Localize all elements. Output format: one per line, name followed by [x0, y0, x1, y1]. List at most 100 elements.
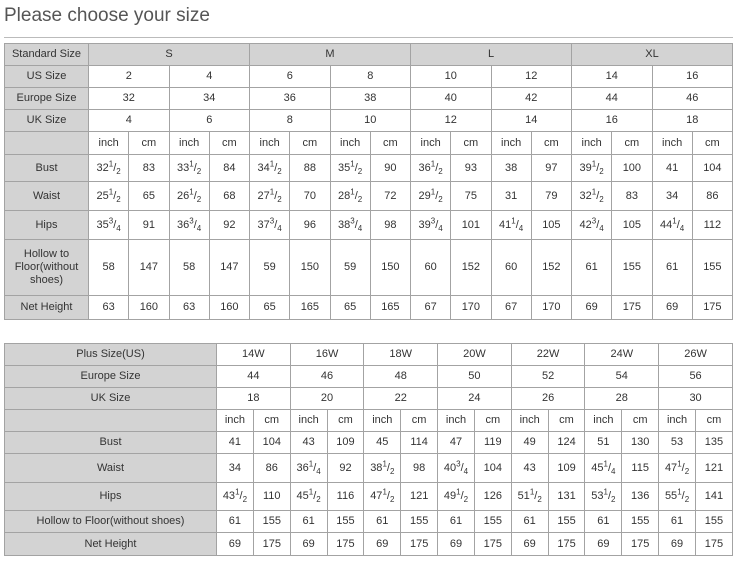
size-cell: 8 — [249, 109, 331, 132]
measurement-value: 175 — [691, 295, 734, 320]
measurement-value: 150 — [289, 239, 331, 296]
measurement-value: 92 — [326, 453, 365, 483]
size-cell: 4 — [88, 109, 170, 132]
measurement-value: 58 — [168, 239, 210, 296]
measurement-value: 63 — [87, 295, 130, 320]
table-row: UK Size 18 20 22 24 26 28 30 — [4, 387, 733, 410]
unit-header: cm — [450, 131, 492, 155]
measurement-value: 105 — [530, 210, 573, 240]
measurement-value: 60 — [409, 239, 452, 296]
measurement-value: 147 — [128, 239, 170, 296]
measurement-value: 104 — [473, 453, 512, 483]
measurement-value: 61 — [510, 510, 549, 533]
measurement-value: 34 — [651, 181, 693, 211]
measurement-value: 124 — [547, 431, 586, 454]
measurement-value: 175 — [326, 532, 365, 556]
measurement-value: 69 — [651, 295, 693, 320]
size-cell: 36 — [249, 87, 331, 110]
unit-header: inch — [363, 409, 402, 432]
measurement-value: 59 — [329, 239, 371, 296]
measurement-value: 393/4 — [409, 210, 452, 240]
measurement-value: 130 — [621, 431, 660, 454]
measurement-value: 155 — [252, 510, 291, 533]
measurement-value: 69 — [216, 532, 254, 556]
standard-size-table: Standard Size S M L XL US Size 2 4 6 8 10 12 14 16 Eur… — [4, 43, 734, 320]
unit-header: cm — [547, 409, 586, 432]
measurement-label: Waist — [4, 453, 217, 483]
measurement-value: 41 — [651, 154, 693, 182]
measurement-value: 68 — [208, 181, 251, 211]
table-row: Hollow to Floor(without shoes) 58 147 58 147… — [4, 239, 734, 296]
measurement-label: Bust — [4, 154, 89, 182]
table-row: Standard Size S M L XL — [4, 43, 733, 66]
measurement-value: 403/4 — [437, 453, 475, 483]
measurement-value: 91 — [128, 210, 170, 240]
unit-header: inch — [570, 131, 613, 155]
measurement-value: 96 — [289, 210, 331, 240]
measurement-value: 155 — [547, 510, 586, 533]
measurement-value: 261/2 — [168, 181, 210, 211]
measurement-value: 381/2 — [363, 453, 402, 483]
measurement-value: 491/2 — [437, 482, 475, 511]
unit-header: cm — [621, 409, 660, 432]
table-row: Europe Size 44 46 48 50 52 54 56 — [4, 365, 733, 388]
measurement-value: 321/2 — [87, 154, 130, 182]
measurement-value: 84 — [208, 154, 251, 182]
size-cell: 22W — [510, 343, 586, 366]
measurement-value: 451/4 — [584, 453, 623, 483]
measurement-value: 321/2 — [570, 181, 613, 211]
measurement-value: 53 — [658, 431, 696, 454]
size-cell: 6 — [168, 109, 250, 132]
measurement-value: 69 — [289, 532, 328, 556]
size-cell: 18 — [651, 109, 733, 132]
measurement-value: 61 — [216, 510, 254, 533]
measurement-value: 98 — [400, 453, 439, 483]
measurement-value: 70 — [289, 181, 331, 211]
measurement-value: 160 — [208, 295, 251, 320]
unit-header: inch — [329, 131, 371, 155]
measurement-value: 67 — [409, 295, 452, 320]
measurement-value: 331/2 — [168, 154, 210, 182]
measurement-label: Bust — [4, 431, 217, 454]
unit-header: inch — [658, 409, 696, 432]
size-cell: 4 — [168, 65, 250, 88]
measurement-value: 353/4 — [87, 210, 130, 240]
measurement-value: 83 — [611, 181, 653, 211]
size-cell: 50 — [437, 365, 512, 388]
measurement-value: 90 — [369, 154, 412, 182]
measurement-value: 175 — [252, 532, 291, 556]
size-cell: 48 — [363, 365, 439, 388]
measurement-value: 51 — [584, 431, 623, 454]
measurement-value: 170 — [530, 295, 573, 320]
measurement-value: 373/4 — [248, 210, 291, 240]
measurement-value: 361/4 — [289, 453, 328, 483]
measurement-value: 150 — [369, 239, 412, 296]
measurement-value: 391/2 — [570, 154, 613, 182]
plus-size-table: Plus Size(US) 14W 16W 18W 20W 22W 24W 26W Europe… — [4, 343, 734, 556]
measurement-value: 126 — [473, 482, 512, 511]
size-cell: 6 — [249, 65, 331, 88]
measurement-value: 60 — [490, 239, 532, 296]
size-cell: 30 — [658, 387, 733, 410]
measurement-value: 291/2 — [409, 181, 452, 211]
measurement-label: Net Height — [4, 532, 217, 556]
measurement-label: Net Height — [4, 295, 89, 320]
measurement-value: 471/2 — [363, 482, 402, 511]
measurement-value: 121 — [400, 482, 439, 511]
measurement-value: 281/2 — [329, 181, 371, 211]
unit-header: cm — [473, 409, 512, 432]
measurement-value: 105 — [611, 210, 653, 240]
row-label — [4, 409, 217, 432]
size-cell: 26 — [510, 387, 586, 410]
row-label: Europe Size — [4, 87, 89, 110]
measurement-value: 43 — [510, 453, 549, 483]
size-cell: 44 — [216, 365, 291, 388]
measurement-value: 147 — [208, 239, 251, 296]
measurement-value: 61 — [584, 510, 623, 533]
measurement-value: 69 — [584, 532, 623, 556]
measurement-value: 69 — [437, 532, 475, 556]
measurement-value: 119 — [473, 431, 512, 454]
measurement-value: 411/4 — [490, 210, 532, 240]
measurement-value: 155 — [694, 510, 734, 533]
measurement-value: 43 — [289, 431, 328, 454]
